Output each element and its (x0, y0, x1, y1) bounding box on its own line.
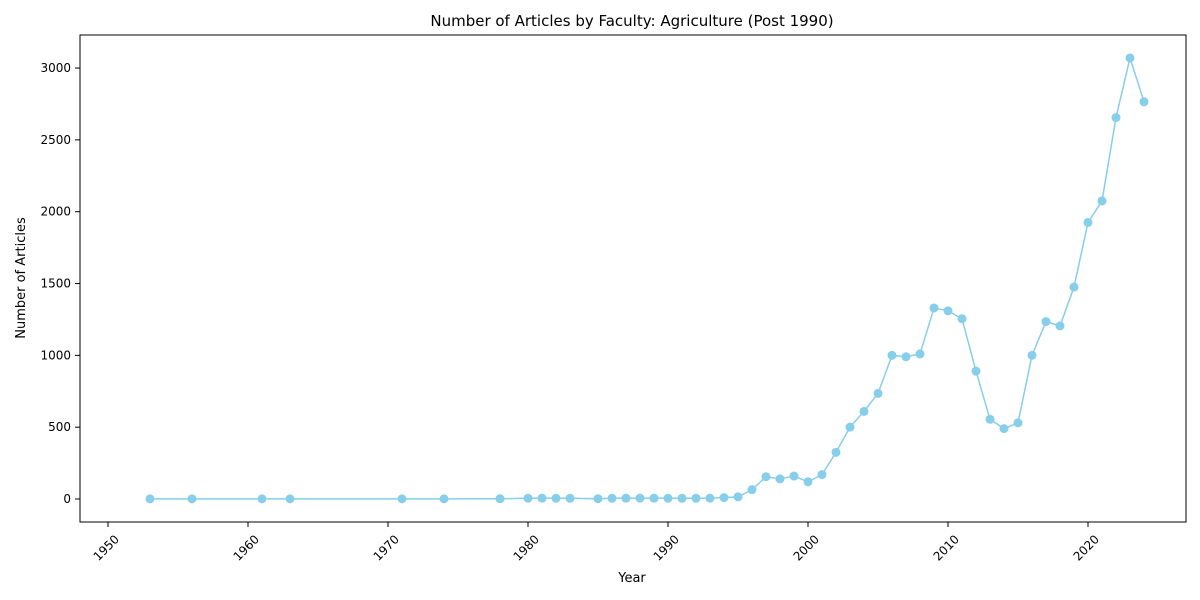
y-tick-label: 3000 (40, 61, 71, 75)
data-point (971, 366, 981, 376)
x-tick-label: 2020 (1071, 532, 1102, 563)
data-point (761, 472, 771, 482)
data-point (873, 388, 883, 398)
data-point (705, 493, 715, 503)
data-point (649, 493, 659, 503)
x-tick-label: 1970 (371, 532, 402, 563)
data-point (1055, 321, 1065, 331)
data-point (593, 494, 603, 504)
y-tick-label: 0 (63, 492, 71, 506)
x-tick-label: 2000 (791, 532, 822, 563)
data-point (495, 494, 505, 504)
x-tick-label: 1950 (91, 532, 122, 563)
data-point (187, 494, 197, 504)
data-point (621, 493, 631, 503)
data-point (1013, 418, 1023, 428)
data-point (257, 494, 267, 504)
data-point (439, 494, 449, 504)
y-axis-label: Number of Articles (14, 217, 29, 339)
data-point (285, 494, 295, 504)
plot-frame (79, 34, 1187, 523)
x-tick-label: 1980 (511, 532, 542, 563)
data-point (565, 493, 575, 503)
data-point (733, 492, 743, 502)
data-point (887, 350, 897, 360)
y-tick-label: 500 (48, 420, 71, 434)
data-point (1139, 97, 1149, 107)
data-point (775, 474, 785, 484)
data-point (663, 493, 673, 503)
y-tick-label: 1000 (40, 348, 71, 362)
data-point (397, 494, 407, 504)
data-point (985, 414, 995, 424)
x-tick-label: 1990 (651, 532, 682, 563)
data-point (859, 406, 869, 416)
data-point (1083, 217, 1093, 227)
data-point (691, 493, 701, 503)
data-point (915, 349, 925, 359)
y-tick-label: 1500 (40, 277, 71, 291)
data-point (537, 493, 547, 503)
data-point (817, 470, 827, 480)
data-point (719, 493, 729, 503)
data-point (929, 303, 939, 313)
data-point (803, 477, 813, 487)
x-tick-label: 1960 (231, 532, 262, 563)
series-line (150, 55, 1145, 500)
data-points (145, 53, 1149, 504)
data-point (747, 485, 757, 495)
data-point (145, 494, 155, 504)
data-point (845, 422, 855, 432)
data-point (635, 493, 645, 503)
data-point (901, 352, 911, 362)
data-point (1097, 196, 1107, 206)
data-point (831, 447, 841, 457)
x-tick-label: 2010 (931, 532, 962, 563)
data-point (789, 471, 799, 481)
data-point (1041, 317, 1051, 327)
data-point (999, 424, 1009, 434)
chart-title: Number of Articles by Faculty: Agricultu… (430, 12, 833, 30)
data-point (607, 493, 617, 503)
data-point (1111, 113, 1121, 123)
data-point (943, 306, 953, 316)
y-axis: 0 500 1000 1500 2000 2500 3000 (40, 61, 80, 506)
data-point (1125, 53, 1135, 63)
data-point (1027, 350, 1037, 360)
data-point (551, 493, 561, 503)
x-axis: 1950 1960 1970 1980 1990 2000 2010 2020 (91, 522, 1102, 564)
y-tick-label: 2500 (40, 133, 71, 147)
data-point (1069, 282, 1079, 292)
data-point (523, 493, 533, 503)
data-point (677, 493, 687, 503)
data-point (957, 314, 967, 324)
x-axis-label: Year (617, 571, 646, 586)
y-tick-label: 2000 (40, 205, 71, 219)
